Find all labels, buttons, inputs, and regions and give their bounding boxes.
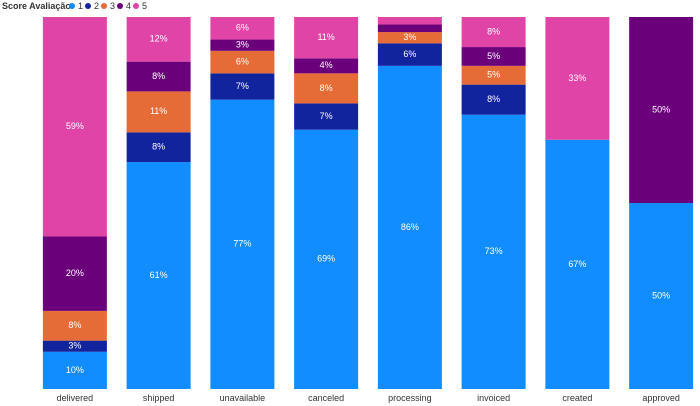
data-label-invoiced-score-5: 8% bbox=[487, 26, 500, 36]
legend-label-3: 3 bbox=[110, 1, 115, 11]
plot-area: 10% 3% 8% 20% 59% 61% 8% 11% 8% 12% 77% 7% 6% 3% 6% 69%… bbox=[42, 17, 694, 390]
bar-shipped-score-3 bbox=[126, 91, 191, 133]
bar-canceled-score-2 bbox=[294, 103, 359, 130]
x-tick-label-delivered: delivered bbox=[57, 393, 94, 403]
bar-approved-score-4 bbox=[629, 17, 694, 203]
bar-unavailable-score-4 bbox=[210, 39, 275, 51]
bar-delivered-score-5 bbox=[42, 17, 107, 237]
legend-marker-4 bbox=[117, 3, 123, 9]
bar-created-score-1 bbox=[545, 139, 610, 389]
data-label-canceled-score-3: 8% bbox=[320, 83, 333, 93]
legend-marker-2 bbox=[85, 3, 91, 9]
data-label-unavailable-score-3: 6% bbox=[236, 56, 249, 66]
data-label-created-score-1: 67% bbox=[568, 259, 586, 269]
bar-processing-score-2 bbox=[377, 43, 442, 66]
bar-canceled-score-3 bbox=[294, 73, 359, 104]
bar-canceled-score-5 bbox=[294, 17, 359, 59]
bar-processing-score-5 bbox=[377, 17, 442, 25]
legend-marker-1 bbox=[69, 3, 75, 9]
bar-shipped-score-4 bbox=[126, 61, 191, 92]
data-label-delivered-score-3: 8% bbox=[68, 320, 81, 330]
bar-unavailable-score-1 bbox=[210, 99, 275, 390]
data-label-invoiced-score-4: 5% bbox=[487, 51, 500, 61]
legend-label-2: 2 bbox=[94, 1, 99, 11]
legend: Score Avaliação 1 2 3 4 5 bbox=[2, 1, 147, 11]
legend-label-5: 5 bbox=[142, 1, 147, 11]
data-label-canceled-score-2: 7% bbox=[320, 111, 333, 121]
bar-invoiced-score-1 bbox=[461, 114, 526, 389]
data-label-delivered-score-1: 10% bbox=[66, 365, 84, 375]
x-axis-labels: delivered shipped unavailable canceled proce… bbox=[57, 393, 680, 403]
x-tick-label-processing: processing bbox=[388, 393, 432, 403]
data-label-delivered-score-4: 20% bbox=[66, 268, 84, 278]
data-label-invoiced-score-1: 73% bbox=[485, 246, 503, 256]
x-tick-label-invoiced: invoiced bbox=[477, 393, 510, 403]
data-label-invoiced-score-2: 8% bbox=[487, 94, 500, 104]
bar-canceled-score-1 bbox=[294, 129, 359, 390]
x-tick-label-shipped: shipped bbox=[143, 393, 175, 403]
legend-title: Score Avaliação bbox=[2, 1, 71, 11]
bar-processing-score-1 bbox=[377, 65, 442, 389]
bar-delivered-score-1 bbox=[42, 351, 107, 389]
x-tick-label-approved: approved bbox=[642, 393, 680, 403]
bar-created-score-5 bbox=[545, 17, 610, 140]
bar-invoiced-score-4 bbox=[461, 47, 526, 66]
data-label-approved-score-1: 50% bbox=[652, 290, 670, 300]
bar-delivered-score-2 bbox=[42, 340, 107, 352]
bar-processing-score-4 bbox=[377, 24, 442, 33]
data-label-unavailable-score-1: 77% bbox=[233, 239, 251, 249]
legend-marker-3 bbox=[101, 3, 107, 9]
x-tick-label-created: created bbox=[562, 393, 592, 403]
bar-shipped-score-2 bbox=[126, 132, 191, 163]
data-label-shipped-score-1: 61% bbox=[150, 270, 168, 280]
bar-delivered-score-4 bbox=[42, 236, 107, 311]
legend-label-1: 1 bbox=[78, 1, 83, 11]
data-label-invoiced-score-3: 5% bbox=[487, 70, 500, 80]
bar-shipped-score-1 bbox=[126, 162, 191, 389]
data-label-unavailable-score-4: 3% bbox=[236, 40, 249, 50]
bar-shipped-score-5 bbox=[126, 17, 191, 62]
data-label-unavailable-score-5: 6% bbox=[236, 23, 249, 33]
data-label-processing-score-1: 86% bbox=[401, 222, 419, 232]
data-label-shipped-score-3: 11% bbox=[150, 106, 167, 116]
bar-canceled-score-4 bbox=[294, 58, 359, 74]
data-label-shipped-score-2: 8% bbox=[152, 142, 165, 152]
data-label-approved-score-4: 50% bbox=[652, 104, 670, 114]
data-label-delivered-score-2: 3% bbox=[68, 341, 81, 351]
data-label-shipped-score-5: 12% bbox=[150, 34, 168, 44]
data-label-shipped-score-4: 8% bbox=[152, 71, 165, 81]
data-label-canceled-score-5: 11% bbox=[317, 32, 334, 42]
bar-invoiced-score-3 bbox=[461, 65, 526, 85]
data-label-unavailable-score-2: 7% bbox=[236, 81, 249, 91]
bar-unavailable-score-2 bbox=[210, 73, 275, 100]
data-label-created-score-5: 33% bbox=[568, 73, 586, 83]
data-label-delivered-score-5: 59% bbox=[66, 121, 84, 131]
legend-label-4: 4 bbox=[126, 1, 131, 11]
bar-unavailable-score-5 bbox=[210, 17, 275, 40]
bar-invoiced-score-2 bbox=[461, 84, 526, 115]
x-tick-label-unavailable: unavailable bbox=[220, 393, 266, 403]
bar-approved-score-1 bbox=[629, 203, 694, 389]
bar-unavailable-score-3 bbox=[210, 50, 275, 74]
data-label-canceled-score-1: 69% bbox=[317, 254, 335, 264]
bar-invoiced-score-5 bbox=[461, 17, 526, 48]
data-label-processing-score-3: 3% bbox=[403, 32, 416, 42]
legend-marker-5 bbox=[133, 3, 139, 9]
bar-processing-score-3 bbox=[377, 32, 442, 44]
data-label-canceled-score-4: 4% bbox=[320, 60, 333, 70]
bar-delivered-score-3 bbox=[42, 310, 107, 341]
data-label-processing-score-2: 6% bbox=[403, 49, 416, 59]
x-tick-label-canceled: canceled bbox=[308, 393, 344, 403]
